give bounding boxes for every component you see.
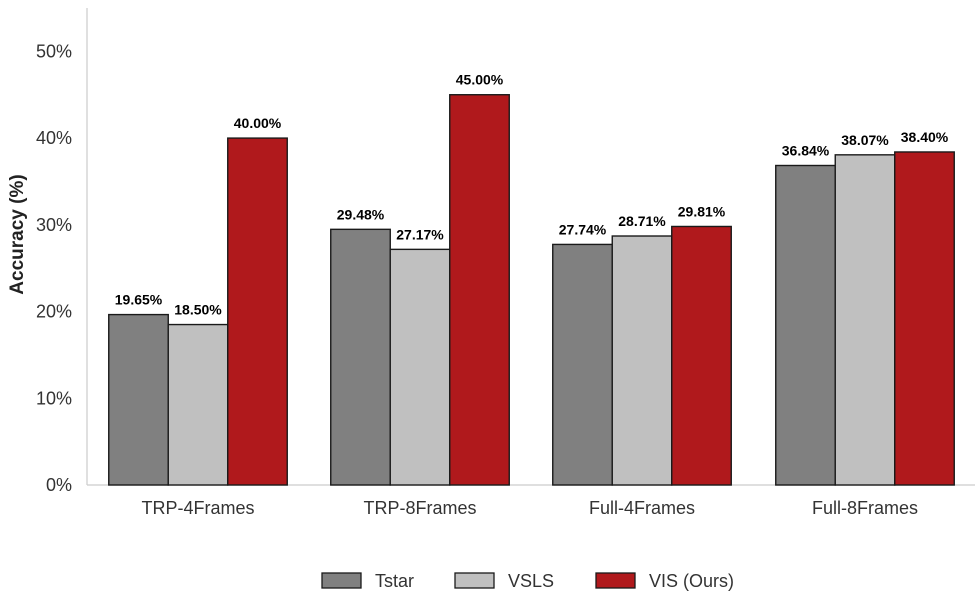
- bar-value-label: 18.50%: [174, 302, 222, 318]
- y-tick-label: 10%: [36, 388, 72, 408]
- y-tick-label: 30%: [36, 215, 72, 235]
- bars: [108, 94, 955, 486]
- y-tick-label: 0%: [46, 475, 72, 495]
- bar: [775, 164, 836, 486]
- x-tick-label: TRP-4Frames: [141, 498, 254, 518]
- y-tick-label: 20%: [36, 302, 72, 322]
- bar: [834, 154, 896, 486]
- x-tick-label: Full-4Frames: [589, 498, 695, 518]
- bar-value-label: 36.84%: [782, 142, 830, 158]
- bar: [389, 248, 451, 486]
- legend-label: VIS (Ours): [649, 571, 734, 591]
- bar: [552, 243, 613, 486]
- bar-value-label: 27.74%: [559, 221, 607, 237]
- bar: [167, 323, 229, 486]
- legend-swatch: [321, 572, 362, 589]
- y-tick-label: 50%: [36, 41, 72, 61]
- bar: [611, 235, 673, 486]
- bar-value-label: 27.17%: [396, 226, 444, 242]
- bar: [108, 313, 169, 486]
- bar: [449, 94, 510, 486]
- bar-value-label: 38.40%: [901, 129, 949, 145]
- x-tick-label: Full-8Frames: [812, 498, 918, 518]
- legend-item: VSLS: [454, 571, 554, 591]
- bar-value-label: 19.65%: [115, 292, 163, 308]
- bar-value-label: 38.07%: [841, 132, 889, 148]
- bar-value-label: 40.00%: [234, 115, 282, 131]
- legend-item: VIS (Ours): [595, 571, 734, 591]
- bar: [894, 151, 955, 486]
- bar-value-label: 28.71%: [618, 213, 666, 229]
- data-labels: 19.65% 29.48% 27.74% 36.84% 18.50% 27.17% 28.7…: [115, 72, 949, 318]
- bar: [227, 137, 288, 486]
- legend-swatch: [595, 572, 636, 589]
- bar-value-label: 29.48%: [337, 206, 385, 222]
- legend-label: Tstar: [375, 571, 414, 591]
- bar-value-label: 29.81%: [678, 203, 726, 219]
- y-axis-label: Accuracy (%): [7, 174, 28, 294]
- legend-label: VSLS: [508, 571, 554, 591]
- bar: [330, 228, 391, 486]
- legend: Tstar VSLS VIS (Ours): [321, 571, 734, 591]
- legend-swatch: [454, 572, 495, 589]
- legend-item: Tstar: [321, 571, 414, 591]
- bar-value-label: 45.00%: [456, 72, 504, 88]
- x-tick-label: TRP-8Frames: [363, 498, 476, 518]
- y-tick-label: 40%: [36, 128, 72, 148]
- axes: 0% 10% 20% 30% 40% 50% Accuracy (%) TRP-4Frames…: [7, 8, 975, 518]
- bar: [671, 225, 732, 486]
